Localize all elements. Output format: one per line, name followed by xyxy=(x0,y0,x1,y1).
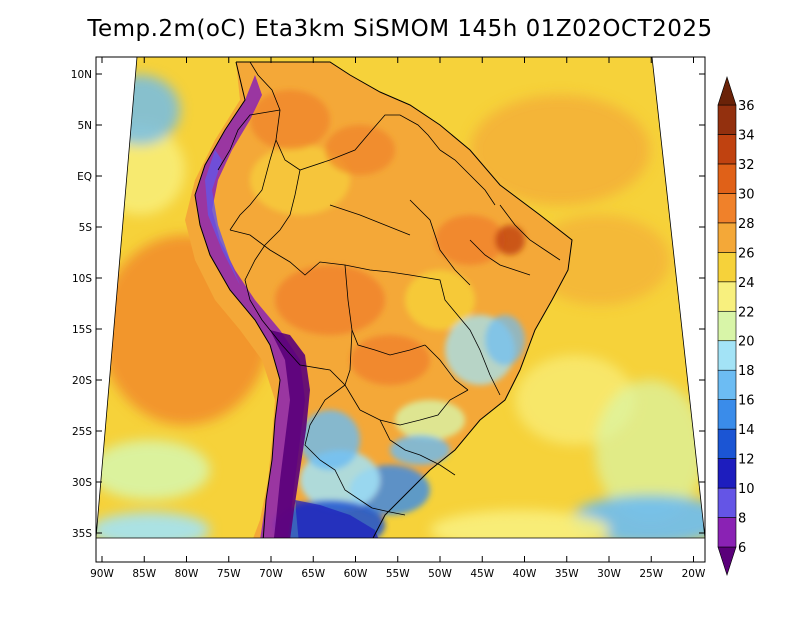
lon-tick-label: 90W xyxy=(90,568,114,580)
lon-tick-label: 25W xyxy=(639,568,663,580)
colorbar-label: 16 xyxy=(738,394,755,409)
colorbar-segment xyxy=(717,399,737,430)
lon-tick-label: 75W xyxy=(217,568,241,580)
lon-tick-label: 80W xyxy=(175,568,199,580)
axes-frame xyxy=(95,56,706,563)
lat-tick-label: 10N xyxy=(71,69,92,81)
colorbar: 6 8 10 12 14 16 18 20 22 24 26 28 30 32 34 36 xyxy=(717,76,755,576)
coastline xyxy=(194,61,573,538)
colorbar-segment xyxy=(717,517,737,548)
colorbar-label: 14 xyxy=(738,423,755,438)
colorbar-label: 18 xyxy=(738,364,755,379)
lon-tick-label: 70W xyxy=(259,568,283,580)
lon-tick-label: 50W xyxy=(428,568,452,580)
lon-tick-label: 30W xyxy=(597,568,621,580)
colorbar-label: 36 xyxy=(738,99,755,114)
lat-tick-label: 25S xyxy=(72,426,92,438)
colorbar-min-triangle xyxy=(717,546,737,576)
colorbar-segment xyxy=(717,222,737,253)
temperature-field xyxy=(96,57,705,538)
lon-tick-label: 55W xyxy=(386,568,410,580)
colorbar-label: 20 xyxy=(738,335,755,350)
plot-title: Temp.2m(oC) Eta3km SiSMOM 145h 01Z02OCT2… xyxy=(87,16,713,42)
lon-tick-label: 40W xyxy=(513,568,537,580)
colorbar-segment xyxy=(717,340,737,371)
lon-tick-label: 35W xyxy=(555,568,579,580)
colorbar-label: 34 xyxy=(738,128,755,143)
colorbar-segment xyxy=(717,281,737,312)
lat-tick-label: 15S xyxy=(72,324,92,336)
colorbar-label: 26 xyxy=(738,246,755,261)
colorbar-max-triangle xyxy=(717,76,737,106)
axes: 10N 5N EQ 5S 10S 15S 20S 25S 30S 35S 90W 85W 80W 75W 7… xyxy=(71,57,706,580)
colorbar-label: 28 xyxy=(738,217,755,232)
colorbar-label: 22 xyxy=(738,305,755,320)
colorbar-segment xyxy=(717,428,737,459)
colorbar-segment xyxy=(717,104,737,135)
lat-tick-label: 5S xyxy=(79,222,93,234)
country-borders xyxy=(217,61,561,516)
colorbar-label: 30 xyxy=(738,187,755,202)
colorbar-label: 32 xyxy=(738,158,755,173)
lat-tick-label: 35S xyxy=(72,528,92,540)
lon-tick-label: 20W xyxy=(682,568,706,580)
lon-tick-label: 60W xyxy=(344,568,368,580)
lon-tick-label: 45W xyxy=(470,568,494,580)
colorbar-label: 6 xyxy=(738,541,746,556)
colorbar-segment xyxy=(717,163,737,194)
lat-tick-label: 30S xyxy=(72,477,92,489)
colorbar-segment xyxy=(717,310,737,342)
colorbar-label: 8 xyxy=(738,512,746,527)
lat-tick-label: EQ xyxy=(77,171,92,183)
lat-tick-label: 10S xyxy=(72,273,92,285)
colorbar-segment xyxy=(717,458,737,489)
colorbar-label: 10 xyxy=(738,482,755,497)
lat-tick-label: 5N xyxy=(77,120,92,132)
colorbar-segment xyxy=(717,369,737,400)
colorbar-segment xyxy=(717,134,737,165)
colorbar-label: 12 xyxy=(738,453,755,468)
colorbar-label: 24 xyxy=(738,276,755,291)
lon-tick-label: 65W xyxy=(301,568,325,580)
colorbar-segment xyxy=(717,193,737,224)
colorbar-segment xyxy=(717,487,737,518)
lon-tick-label: 85W xyxy=(132,568,156,580)
lat-tick-label: 20S xyxy=(72,375,92,387)
colorbar-segment xyxy=(717,252,737,283)
